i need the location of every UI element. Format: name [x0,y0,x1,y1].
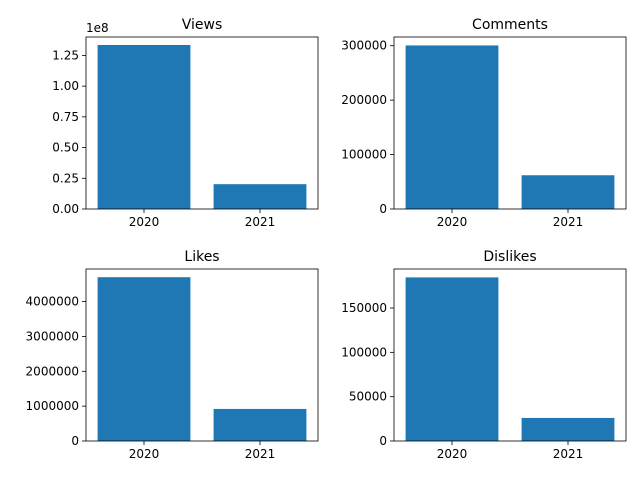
x-tick-label: 2021 [553,215,584,229]
subplot-comments: 0 100000 200000 300000 2020 2021 Comments [341,17,627,229]
x-tick-label: 2020 [129,447,160,461]
y-offset-text: 1e8 [86,21,109,35]
y-tick-label: 0 [379,434,387,448]
y-tick-label: 0.00 [52,202,79,216]
x-tick-label: 2020 [129,215,160,229]
y-tick-label: 0.25 [52,171,79,185]
bar-2021 [521,175,615,209]
x-tick-label: 2020 [437,215,468,229]
subplot-views: 0.00 0.25 0.50 0.75 1.00 1.25 2020 2021 Views 1e8 [52,17,319,229]
axes-frame [85,268,319,442]
y-tick-label: 0.50 [52,141,79,155]
y-tick-label: 4000000 [26,295,79,309]
axes-frame [85,36,319,210]
subplot-likes: 0 1000000 2000000 3000000 4000000 2020 2021 Lik… [26,249,319,461]
subplot-title: Views [182,17,223,33]
y-tick-label: 0.75 [52,110,79,124]
subplot-title: Comments [472,17,548,33]
bar-2020 [97,44,191,209]
bar-2021 [213,408,307,441]
x-tick-label: 2021 [245,215,276,229]
bar-2020 [405,45,499,210]
y-tick-label: 50000 [349,390,387,404]
x-tick-label: 2021 [553,447,584,461]
y-tick-label: 0 [71,434,79,448]
y-tick-label: 2000000 [26,364,79,378]
subplot-title: Dislikes [483,249,536,265]
subplot-dislikes: 0 50000 100000 150000 2020 2021 Dislikes [341,249,627,461]
bar-2020 [405,277,499,441]
axes-frame [393,268,627,442]
y-tick-label: 150000 [341,301,387,315]
axes-frame [393,36,627,210]
y-tick-label: 200000 [341,93,387,107]
y-tick-label: 1000000 [26,399,79,413]
subplot-title: Likes [184,249,219,265]
y-tick-label: 100000 [341,345,387,359]
y-tick-label: 100000 [341,148,387,162]
bar-2020 [97,277,191,441]
y-tick-label: 0 [379,202,387,216]
bar-2021 [521,417,615,441]
x-tick-label: 2020 [437,447,468,461]
y-tick-label: 1.25 [52,48,79,62]
y-tick-label: 300000 [341,39,387,53]
y-tick-label: 3000000 [26,329,79,343]
y-tick-label: 1.00 [52,79,79,93]
x-tick-label: 2021 [245,447,276,461]
bar-2021 [213,184,307,209]
